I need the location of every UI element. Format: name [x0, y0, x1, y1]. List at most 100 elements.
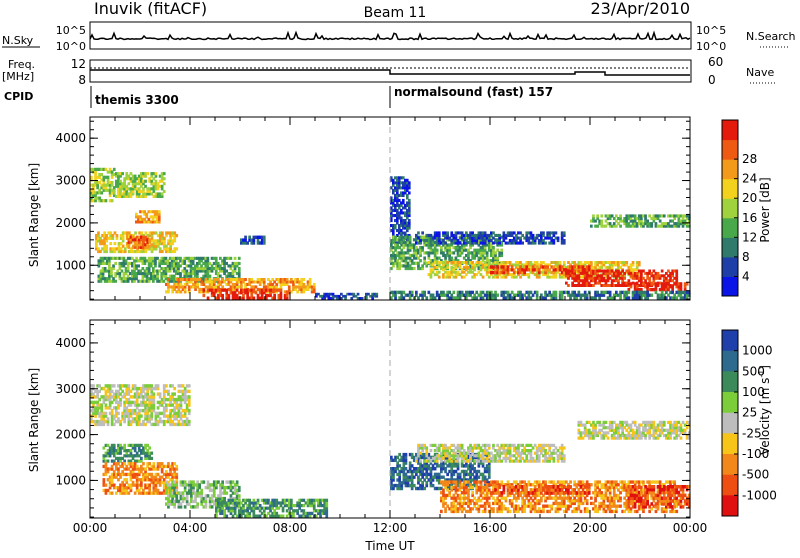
- data-cell: [628, 296, 631, 299]
- data-cell: [116, 234, 119, 237]
- power-panel-region-10: [390, 176, 411, 244]
- data-cell: [453, 291, 456, 294]
- data-cell: [546, 265, 549, 268]
- data-cell: [140, 414, 143, 417]
- data-cell: [175, 465, 178, 468]
- data-cell: [203, 480, 206, 483]
- data-cell: [137, 264, 140, 267]
- data-cell: [536, 291, 539, 294]
- station-title: Inuvik (fitACF): [94, 0, 207, 18]
- power-panel-region-8: [240, 236, 266, 245]
- data-cell: [411, 291, 414, 294]
- data-cell: [498, 234, 501, 237]
- data-cell: [419, 239, 422, 242]
- data-cell: [188, 384, 191, 387]
- data-cell: [619, 225, 622, 228]
- data-cell: [592, 214, 595, 217]
- data-cell: [140, 457, 143, 460]
- freq-tick-top: 12: [71, 57, 86, 71]
- data-cell: [559, 261, 562, 264]
- data-cell: [500, 249, 503, 252]
- data-cell: [207, 257, 210, 260]
- data-cell: [225, 491, 228, 494]
- cpid-label: CPID: [4, 90, 33, 103]
- data-cell: [175, 247, 178, 250]
- data-cell: [542, 231, 545, 234]
- data-cell: [158, 210, 161, 213]
- data-cell: [408, 219, 411, 222]
- data-cell: [361, 297, 364, 300]
- data-cell: [105, 412, 108, 415]
- data-cell: [413, 267, 416, 270]
- data-cell: [150, 452, 153, 455]
- nave-tick-bottom: 0: [708, 73, 716, 87]
- data-cell: [567, 284, 570, 287]
- data-cell: [590, 261, 593, 264]
- data-cell: [188, 420, 191, 423]
- data-cell: [163, 172, 166, 175]
- data-cell: [200, 489, 203, 492]
- data-cell: [121, 172, 124, 175]
- data-cell: [590, 225, 593, 228]
- data-cell: [263, 278, 266, 281]
- data-cell: [153, 392, 156, 395]
- data-cell: [123, 444, 126, 447]
- nsky-label: N.Sky: [2, 34, 34, 47]
- data-cell: [417, 231, 420, 234]
- power-panel-region-1: [115, 172, 166, 198]
- data-cell: [446, 231, 449, 234]
- data-cell: [492, 246, 495, 249]
- data-cell: [663, 214, 666, 217]
- data-cell: [423, 291, 426, 294]
- data-cell: [150, 457, 153, 460]
- data-cell: [375, 293, 378, 296]
- data-cell: [165, 384, 168, 387]
- data-cell: [253, 241, 256, 244]
- data-cell: [446, 261, 449, 264]
- data-cell: [498, 242, 501, 245]
- freq-unit: [MHz]: [2, 70, 34, 83]
- data-cell: [238, 494, 241, 497]
- data-cell: [125, 478, 128, 481]
- freq-tick-bottom: 8: [78, 73, 86, 87]
- data-cell: [563, 261, 566, 264]
- data-cell: [496, 294, 499, 297]
- data-cell: [128, 384, 131, 387]
- y-tick-label: 2000: [55, 216, 86, 230]
- data-cell: [105, 199, 108, 202]
- data-cell: [459, 242, 462, 245]
- data-cell: [563, 231, 566, 234]
- data-cell: [496, 265, 499, 268]
- data-cell: [628, 291, 631, 294]
- data-cell: [419, 259, 422, 262]
- data-cell: [600, 214, 603, 217]
- data-cell: [161, 231, 164, 234]
- data-cell: [109, 242, 112, 245]
- data-cell: [111, 181, 114, 184]
- data-cell: [148, 446, 151, 449]
- data-cell: [144, 180, 147, 183]
- data-cell: [438, 271, 441, 274]
- data-cell: [511, 265, 514, 268]
- nsearch-label: N.Search: [746, 30, 796, 43]
- data-cell: [425, 239, 428, 242]
- data-cell: [105, 484, 108, 487]
- data-cell: [680, 282, 683, 285]
- data-cell: [173, 387, 176, 390]
- data-cell: [111, 199, 114, 202]
- data-cell: [167, 278, 170, 281]
- power-panel-region-16: [590, 214, 691, 227]
- data-cell: [555, 231, 558, 234]
- data-cell: [444, 242, 447, 245]
- data-cell: [309, 278, 312, 281]
- data-cell: [402, 199, 405, 202]
- data-cell: [215, 257, 218, 260]
- data-cell: [150, 243, 153, 246]
- data-cell: [588, 265, 591, 268]
- power-panel-region-3: [95, 231, 178, 253]
- data-cell: [415, 291, 418, 294]
- data-cell: [630, 282, 633, 285]
- data-cell: [438, 231, 441, 234]
- data-cell: [408, 191, 411, 194]
